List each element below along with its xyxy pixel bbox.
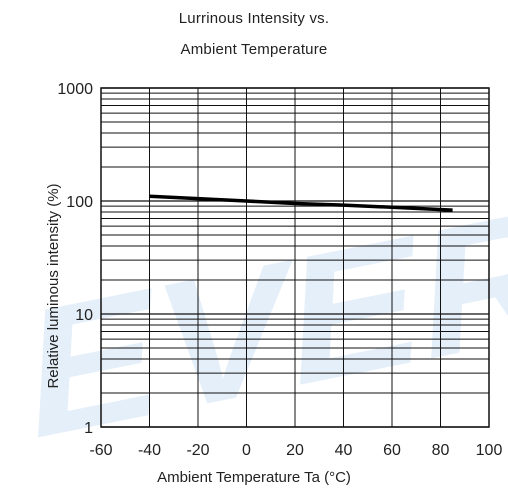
x-axis-label: Ambient Temperature Ta (°C): [157, 469, 351, 486]
x-tick-label: 40: [335, 442, 353, 459]
tick-labels: -60 -40 -20 0 20 40 60 80 100 1 10 100 1000: [57, 81, 502, 459]
series-layer: [149, 194, 453, 212]
y-tick-label: 10: [75, 307, 93, 324]
y-tick-label: 1: [84, 420, 93, 437]
y-axis-label: Relative luminous intensity (%): [45, 183, 62, 389]
y-tick-label: 100: [66, 194, 93, 211]
chart-title-line-1: Lurrinous Intensity vs.: [178, 10, 330, 27]
x-tick-label: 60: [383, 442, 401, 459]
x-tick-label: 20: [286, 442, 304, 459]
chart-title-line-2: Ambient Temperature: [180, 41, 328, 58]
x-tick-label: 0: [242, 442, 251, 459]
x-tick-label: -40: [138, 442, 161, 459]
y-tick-label: 1000: [57, 81, 93, 98]
x-tick-label: 100: [476, 442, 503, 459]
chart-grid: [100, 87, 490, 428]
plot-frame: [100, 87, 490, 428]
x-tick-label: -60: [89, 442, 112, 459]
x-tick-label: -20: [186, 442, 209, 459]
series-line-0: [149, 194, 453, 212]
x-tick-label: 80: [432, 442, 450, 459]
